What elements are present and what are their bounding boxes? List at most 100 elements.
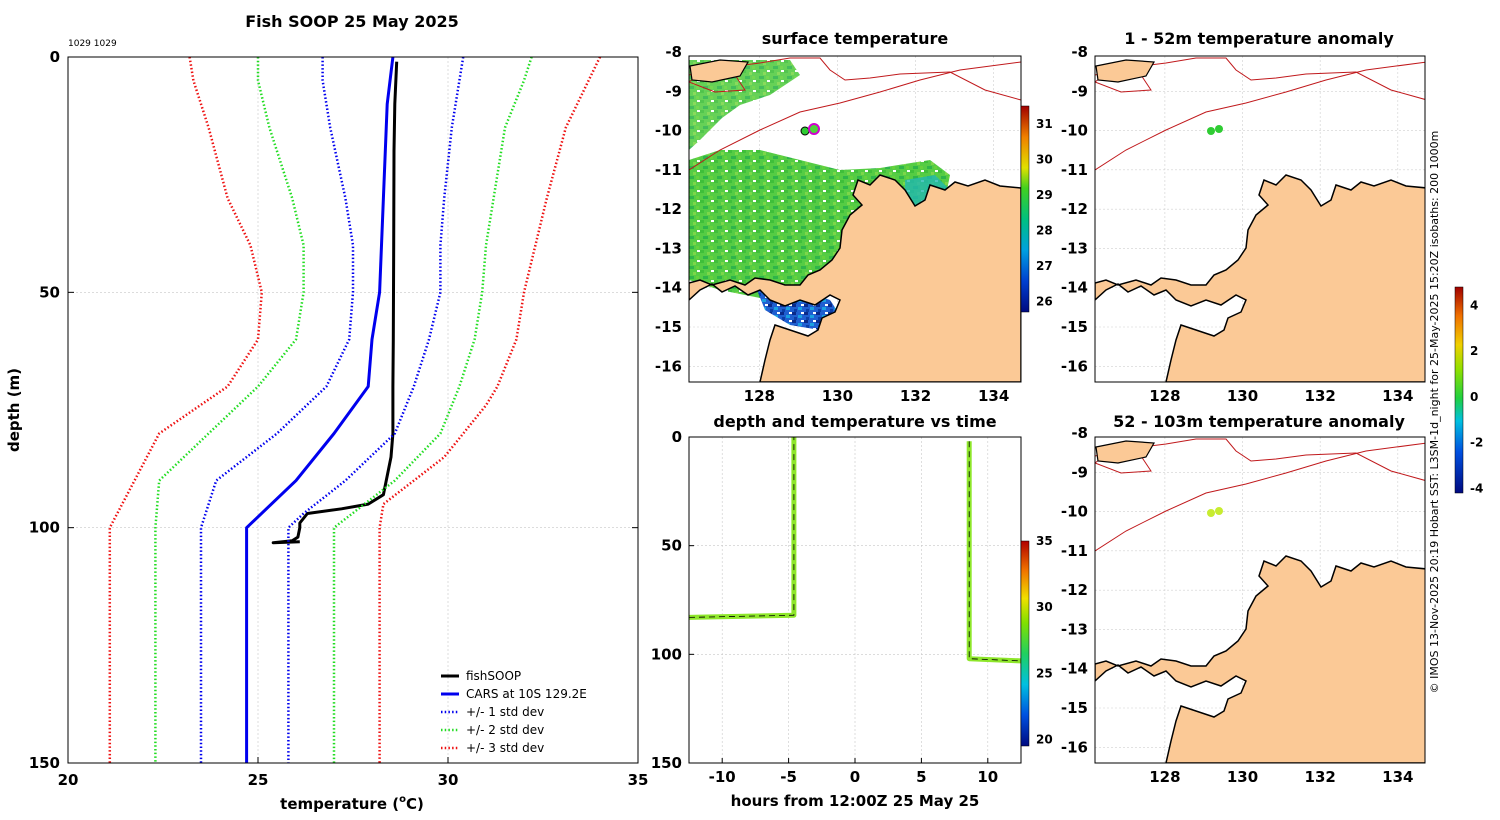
- depth-time-x-tick-label: -5: [780, 768, 797, 786]
- profile-series-line: [245, 56, 395, 763]
- anomaly-colorbar-tick-label: 4: [1470, 298, 1478, 312]
- anomaly-deep-map-area: [1095, 437, 1425, 763]
- depth-time-x-tick-label: 5: [916, 768, 926, 786]
- sst-station-point-current: [808, 123, 820, 135]
- sst-y-tick-label: -11: [655, 161, 682, 179]
- anomaly-deep-y-tick-label: -8: [1071, 424, 1088, 442]
- profile-panel: Fish SOOP 25 May 2025 1029 1029 20 25 30 35…: [5, 12, 648, 813]
- depth-time-colorbar-ticks: 20 25 30 35: [1036, 534, 1053, 746]
- depth-time-colorbar-tick-label: 20: [1036, 732, 1053, 746]
- profile-y-tick-label: 50: [39, 283, 60, 301]
- anomaly-colorbar-tick-label: 2: [1470, 344, 1478, 358]
- sst-colorbar-tick-label: 30: [1036, 152, 1053, 166]
- anomaly-deep-title: 52 - 103m temperature anomaly: [1113, 412, 1405, 431]
- profile-grid: [67, 56, 639, 764]
- profile-x-tick-label: 35: [628, 771, 649, 789]
- footnote-ids: 1029 1029: [68, 39, 117, 49]
- anomaly-shallow-panel: 1 - 52m temperature anomaly 128 130 132 134…: [1061, 29, 1426, 405]
- anomaly-shallow-point: [1207, 127, 1215, 135]
- anomaly-deep-y-tick-label: -11: [1061, 542, 1088, 560]
- anomaly-shallow-y-tick-label: -9: [1071, 82, 1088, 100]
- anomaly-deep-x-tick-label: 132: [1305, 768, 1336, 786]
- depth-time-title: depth and temperature vs time: [713, 412, 996, 431]
- profile-legend-label: +/- 3 std dev: [466, 741, 544, 755]
- isobath-line: [1095, 57, 1425, 100]
- sst-isobaths: [689, 57, 1021, 171]
- profile-series-line: [332, 56, 533, 763]
- profile-y-tick-label: 0: [50, 48, 60, 66]
- profile-legend-label: +/- 1 std dev: [466, 705, 544, 719]
- anomaly-deep-y-tick-label: -16: [1061, 738, 1088, 756]
- isobath-line: [1095, 442, 1425, 552]
- island-outline: [1095, 59, 1155, 83]
- anomaly-shallow-x-tick-label: 128: [1149, 387, 1180, 405]
- anomaly-deep-y-tick-label: -12: [1061, 581, 1088, 599]
- anomaly-shallow-y-tick-label: -12: [1061, 200, 1088, 218]
- depth-time-track: [688, 437, 797, 620]
- profile-series-line: [108, 56, 264, 763]
- anomaly-deep-y-tick-label: -15: [1061, 699, 1088, 717]
- anomaly-deep-panel: 52 - 103m temperature anomaly 128 130 132 1…: [1061, 286, 1483, 786]
- anomaly-shallow-point: [1215, 125, 1223, 133]
- sst-colorbar-tick-label: 28: [1036, 223, 1053, 237]
- anomaly-shallow-y-tick-label: -14: [1061, 279, 1088, 297]
- anomaly-deep-y-tick-label: -13: [1061, 620, 1088, 638]
- profile-legend-label: fishSOOP: [466, 669, 521, 683]
- profile-y-tick-label: 100: [29, 519, 60, 537]
- island-outline: [1095, 440, 1155, 464]
- depth-time-y-tick-label: 100: [651, 645, 682, 663]
- sst-map-area: [689, 56, 1021, 382]
- anomaly-deep-x-tick-label: 128: [1149, 768, 1180, 786]
- sst-x-tick-label: 132: [900, 387, 931, 405]
- anomaly-shallow-map-area: [1095, 56, 1425, 382]
- depth-time-x-tick-label: 0: [850, 768, 860, 786]
- profile-ylabel: depth (m): [5, 368, 23, 452]
- sst-x-tick-label: 130: [822, 387, 853, 405]
- anomaly-shallow-land: [1095, 174, 1425, 382]
- profile-x-tick-label: 20: [58, 771, 79, 789]
- anomaly-deep-land: [1095, 555, 1425, 763]
- sst-y-tick-label: -14: [655, 279, 682, 297]
- anomaly-shallow-y-tick-label: -16: [1061, 357, 1088, 375]
- anomaly-shallow-x-tick-label: 132: [1305, 387, 1336, 405]
- depth-time-y-tick-label: 150: [651, 754, 682, 772]
- anomaly-deep-y-tick-label: -14: [1061, 660, 1088, 678]
- sst-y-tick-label: -12: [655, 200, 682, 218]
- anomaly-deep-y-tick-label: -9: [1071, 463, 1088, 481]
- anomaly-shallow-x-tick-label: 134: [1382, 387, 1413, 405]
- depth-time-y-tick-label: 50: [661, 537, 682, 555]
- depth-time-track-outline: [688, 437, 795, 618]
- depth-time-colorbar-tick-label: 35: [1036, 534, 1053, 548]
- profile-series-line: [271, 61, 399, 545]
- depth-time-track: [966, 441, 1022, 664]
- sst-colorbar-tick-label: 27: [1036, 259, 1053, 273]
- sst-x-tick-label: 128: [744, 387, 775, 405]
- anomaly-shallow-y-tick-label: -13: [1061, 239, 1088, 257]
- sst-colorbar-tick-label: 29: [1036, 188, 1053, 202]
- sst-title: surface temperature: [762, 29, 949, 48]
- anomaly-deep-isobaths: [1095, 438, 1425, 552]
- profile-series-line: [199, 57, 355, 763]
- sst-ticks: 128 130 132 134 -8 -9 -10 -11 -12 -13 -14 -15 -16: [655, 43, 1009, 405]
- anomaly-shallow-y-tick-label: -8: [1071, 43, 1088, 61]
- profile-x-tick-label: 25: [248, 771, 269, 789]
- depth-time-y-tick-label: 0: [672, 428, 682, 446]
- anomaly-deep-y-tick-label: -10: [1061, 503, 1088, 521]
- sst-y-tick-label: -15: [655, 318, 682, 336]
- sst-colorbar-ticks: 26 27 28 29 30 31: [1036, 117, 1053, 309]
- profile-series: [108, 56, 602, 763]
- anomaly-shallow-ticks: 128 130 132 134 -8 -9 -10 -11 -12 -13 -14 -15 -16: [1061, 43, 1414, 405]
- sst-colorbar-tick-label: 31: [1036, 117, 1053, 131]
- sst-y-tick-label: -9: [665, 82, 682, 100]
- isobath-line: [689, 61, 1021, 171]
- anomaly-shallow-x-tick-label: 130: [1227, 387, 1258, 405]
- sst-y-tick-label: -16: [655, 357, 682, 375]
- anomaly-shallow-title: 1 - 52m temperature anomaly: [1124, 29, 1394, 48]
- anomaly-shallow-frame: [1094, 55, 1426, 383]
- anomaly-deep-x-tick-label: 130: [1227, 768, 1258, 786]
- sst-colorbar-tick-label: 26: [1036, 294, 1053, 308]
- anomaly-deep-point: [1207, 509, 1215, 517]
- profile-legend: fishSOOP CARS at 10S 129.2E +/- 1 std dev +…: [441, 669, 587, 755]
- depth-time-series: [688, 437, 1022, 664]
